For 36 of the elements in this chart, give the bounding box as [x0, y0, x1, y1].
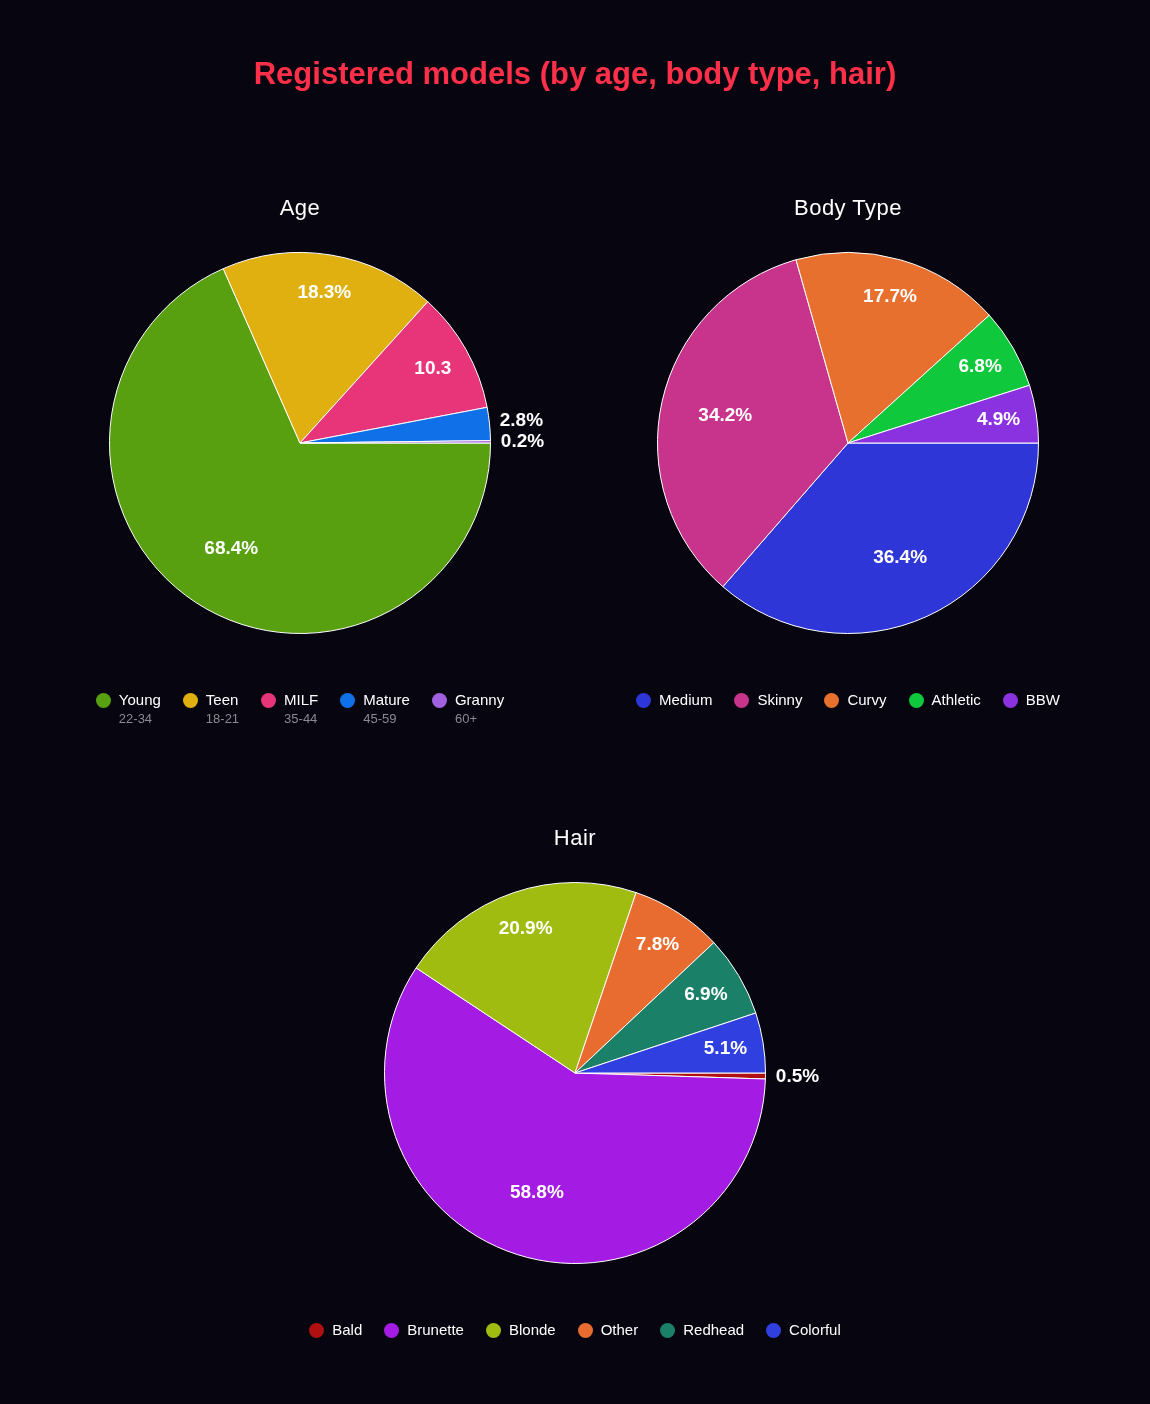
chart-title: Hair — [552, 824, 598, 852]
legend-label: Mature 45-59 — [363, 690, 410, 727]
data-label: 6.8% — [958, 355, 1002, 377]
data-label: 68.4% — [204, 536, 259, 558]
data-label: 34.2% — [698, 403, 753, 425]
data-label: 5.1% — [703, 1036, 748, 1058]
data-label: 7.8% — [635, 933, 680, 955]
chart-title: Age — [278, 194, 322, 222]
legend-label: MILF 35-44 — [284, 690, 319, 727]
data-label: 20.9% — [498, 917, 553, 939]
data-label: 10.3 — [414, 356, 452, 378]
data-label: 36.4% — [873, 545, 928, 567]
data-label: 4.9% — [976, 407, 1021, 429]
legend-label: Blonde — [508, 1320, 556, 1340]
legend-label: Athletic — [931, 690, 981, 710]
data-label: 6.9% — [684, 983, 728, 1005]
data-label: 2.8% — [499, 408, 544, 430]
data-label: 58.8% — [509, 1181, 564, 1203]
legend-label: Skinny — [757, 690, 803, 710]
legend-label: Other — [600, 1320, 639, 1340]
legend-label: Young 22-34 — [118, 690, 161, 727]
legend-label: Teen 18-21 — [205, 690, 240, 727]
legend-label: Redhead — [683, 1320, 745, 1340]
data-label: 0.5% — [775, 1064, 820, 1086]
legend-label: Curvy — [847, 690, 887, 710]
data-label: 17.7% — [863, 284, 918, 306]
legend-label: Bald — [332, 1320, 363, 1340]
chart-title: Body Type — [792, 194, 904, 222]
data-label: 18.3% — [297, 280, 352, 302]
legend-label: Granny 60+ — [454, 690, 505, 727]
legend-label: Brunette — [407, 1320, 464, 1340]
legend-label: Medium — [659, 690, 713, 710]
legend-label: Colorful — [789, 1320, 841, 1340]
data-label: 0.2% — [500, 429, 545, 451]
text: Registered models (by age, body type, hair) — [252, 55, 898, 93]
legend-label: BBW — [1025, 690, 1060, 710]
